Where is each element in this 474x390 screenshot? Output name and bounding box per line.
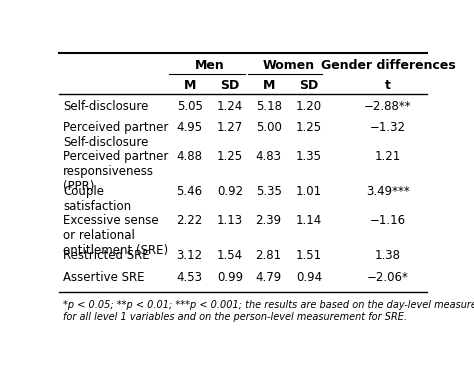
Text: 5.00: 5.00: [255, 121, 282, 134]
Text: Women: Women: [263, 59, 315, 72]
Text: −2.06*: −2.06*: [367, 271, 409, 284]
Text: 1.38: 1.38: [375, 249, 401, 262]
Text: 1.14: 1.14: [296, 214, 322, 227]
Text: 1.54: 1.54: [217, 249, 243, 262]
Text: 2.22: 2.22: [176, 214, 203, 227]
Text: 1.27: 1.27: [217, 121, 243, 134]
Text: SD: SD: [300, 79, 319, 92]
Text: −1.16: −1.16: [370, 214, 406, 227]
Text: Couple
satisfaction: Couple satisfaction: [63, 185, 131, 213]
Text: SD: SD: [220, 79, 240, 92]
Text: 0.92: 0.92: [217, 185, 243, 198]
Text: 5.05: 5.05: [177, 100, 202, 113]
Text: 1.24: 1.24: [217, 100, 243, 113]
Text: M: M: [263, 79, 275, 92]
Text: 2.39: 2.39: [255, 214, 282, 227]
Text: 4.83: 4.83: [255, 150, 282, 163]
Text: 4.88: 4.88: [177, 150, 203, 163]
Text: Excessive sense
or relational
entitlement (SRE): Excessive sense or relational entitlemen…: [63, 214, 168, 257]
Text: 1.25: 1.25: [296, 121, 322, 134]
Text: 5.46: 5.46: [177, 185, 203, 198]
Text: 1.13: 1.13: [217, 214, 243, 227]
Text: 1.21: 1.21: [375, 150, 401, 163]
Text: Perceived partner
responsiveness
(PPR): Perceived partner responsiveness (PPR): [63, 150, 168, 193]
Text: Self-disclosure: Self-disclosure: [63, 100, 148, 113]
Text: 1.25: 1.25: [217, 150, 243, 163]
Text: 3.49***: 3.49***: [366, 185, 410, 198]
Text: 5.35: 5.35: [255, 185, 282, 198]
Text: 4.95: 4.95: [177, 121, 203, 134]
Text: 0.94: 0.94: [296, 271, 322, 284]
Text: Men: Men: [195, 59, 225, 72]
Text: Assertive SRE: Assertive SRE: [63, 271, 145, 284]
Text: Restricted SRE: Restricted SRE: [63, 249, 150, 262]
Text: 1.01: 1.01: [296, 185, 322, 198]
Text: M: M: [183, 79, 196, 92]
Text: 5.18: 5.18: [255, 100, 282, 113]
Text: *p < 0.05; **p < 0.01; ***p < 0.001; the results are based on the day-level meas: *p < 0.05; **p < 0.01; ***p < 0.001; the…: [63, 300, 474, 321]
Text: t: t: [385, 79, 391, 92]
Text: −1.32: −1.32: [370, 121, 406, 134]
Text: Gender differences: Gender differences: [320, 59, 456, 72]
Text: 2.81: 2.81: [255, 249, 282, 262]
Text: 1.20: 1.20: [296, 100, 322, 113]
Text: −2.88**: −2.88**: [364, 100, 412, 113]
Text: 1.51: 1.51: [296, 249, 322, 262]
Text: 0.99: 0.99: [217, 271, 243, 284]
Text: 1.35: 1.35: [296, 150, 322, 163]
Text: Perceived partner
Self-disclosure: Perceived partner Self-disclosure: [63, 121, 168, 149]
Text: 4.79: 4.79: [255, 271, 282, 284]
Text: 4.53: 4.53: [177, 271, 203, 284]
Text: 3.12: 3.12: [177, 249, 203, 262]
